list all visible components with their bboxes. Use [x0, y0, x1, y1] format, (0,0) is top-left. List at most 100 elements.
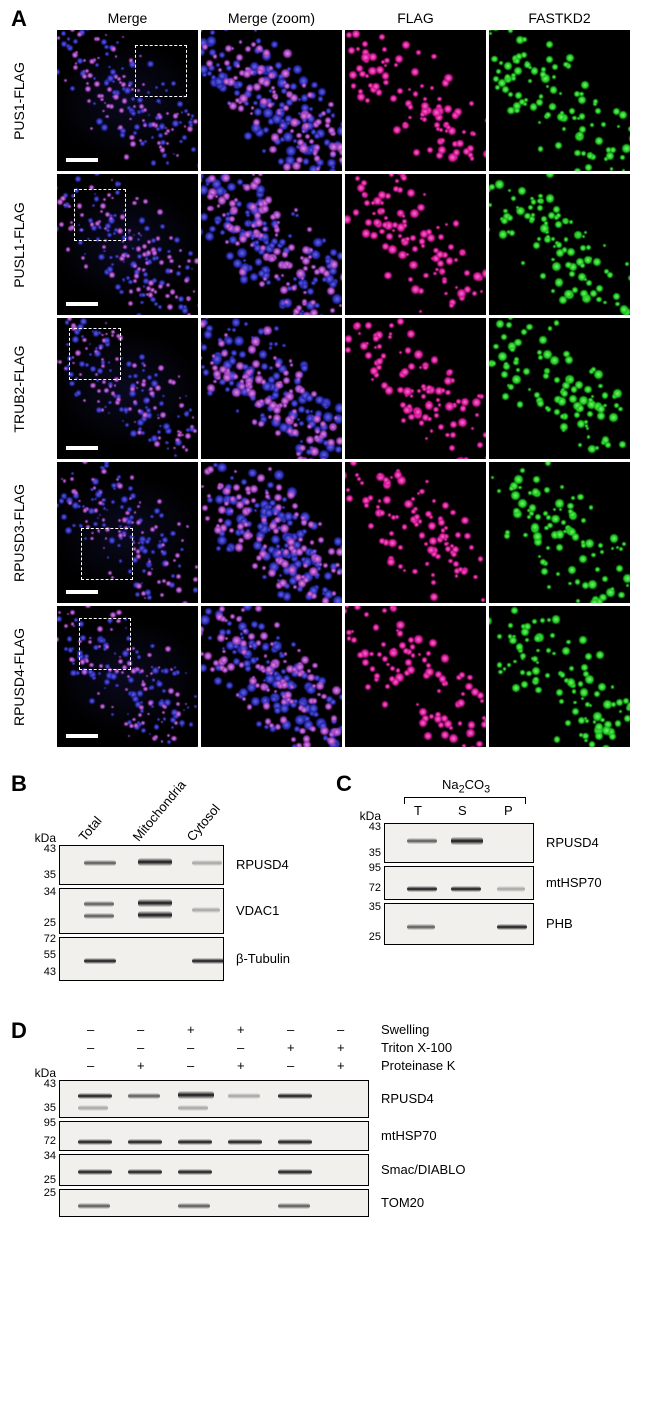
micrograph-zoom — [201, 462, 342, 603]
condition-symbol: – — [287, 1022, 294, 1037]
condition-symbol: – — [187, 1058, 194, 1073]
micrograph-fastkd2 — [489, 318, 630, 459]
kda-mark: 25 — [28, 917, 56, 929]
micrograph-fastkd2 — [489, 30, 630, 171]
blot-band — [407, 838, 437, 844]
kda-mark: 55 — [28, 949, 56, 961]
condition-symbol: + — [237, 1058, 245, 1073]
micrograph-fastkd2 — [489, 174, 630, 315]
blot-band — [84, 901, 114, 907]
kda-mark: 25 — [28, 1187, 56, 1199]
kda-mark: 35 — [28, 1102, 56, 1114]
blot-band — [178, 1139, 212, 1145]
micrograph-flag — [345, 462, 486, 603]
panel-a-grid: Merge Merge (zoom) FLAG FASTKD2 PUS1-FLA… — [57, 10, 635, 747]
zoom-box — [81, 528, 133, 580]
lane-header: Total — [76, 813, 105, 844]
western-blot — [384, 866, 534, 900]
blot-band — [192, 907, 220, 913]
blot-band — [192, 958, 224, 964]
blot-band — [178, 1203, 210, 1209]
panel-a-row: RPUSD4-FLAG — [57, 606, 635, 747]
blot-band — [228, 1139, 262, 1145]
protein-label: RPUSD4 — [236, 857, 289, 872]
kda-mark: 72 — [28, 933, 56, 945]
scale-bar — [66, 446, 98, 450]
condition-symbol: – — [187, 1040, 194, 1055]
panel-b: B TotalMitochondriaCytosolkDa4335RPUSD43… — [15, 775, 310, 990]
western-blot — [59, 845, 224, 885]
treatment-header: Na2CO3 — [442, 777, 490, 796]
lane-header: Cytosol — [184, 801, 223, 844]
zoom-box — [135, 45, 187, 97]
blot-band — [84, 913, 114, 919]
micrograph-merge — [57, 318, 198, 459]
panel-c-label: C — [336, 771, 352, 797]
panel-c: C Na2CO3TSPkDa4335RPUSD49572mtHSP703525P… — [340, 775, 635, 954]
protein-label: RPUSD4 — [381, 1091, 434, 1106]
kda-mark: 43 — [28, 1078, 56, 1090]
micrograph-flag — [345, 606, 486, 747]
blot-band — [84, 860, 116, 866]
scale-bar — [66, 302, 98, 306]
kda-mark: 72 — [28, 1135, 56, 1147]
micrograph-zoom — [201, 318, 342, 459]
kda-mark: 35 — [28, 869, 56, 881]
western-blot — [59, 888, 224, 934]
blot-band — [278, 1093, 312, 1099]
kda-mark: 43 — [353, 821, 381, 833]
western-blot — [384, 823, 534, 863]
panel-d-label: D — [11, 1018, 27, 1044]
panel-b-label: B — [11, 771, 27, 797]
blot-band — [192, 860, 222, 866]
panel-a-row: PUSL1-FLAG — [57, 174, 635, 315]
blot-band — [228, 1093, 260, 1099]
condition-symbol: – — [87, 1022, 94, 1037]
micrograph-flag — [345, 318, 486, 459]
western-blot — [59, 1080, 369, 1118]
condition-symbol: + — [287, 1040, 295, 1055]
blot-band — [278, 1139, 312, 1145]
condition-symbol: – — [137, 1022, 144, 1037]
condition-name: Swelling — [381, 1022, 429, 1037]
protein-label: Smac/DIABLO — [381, 1162, 466, 1177]
condition-name: Proteinase K — [381, 1058, 455, 1073]
micrograph-zoom — [201, 606, 342, 747]
blot-band — [407, 924, 435, 930]
blot-band — [278, 1203, 310, 1209]
micrograph-merge — [57, 30, 198, 171]
condition-symbol: – — [87, 1058, 94, 1073]
blot-band — [178, 1091, 214, 1099]
col-header: FASTKD2 — [489, 10, 630, 26]
micrograph-fastkd2 — [489, 462, 630, 603]
kda-mark: 35 — [353, 901, 381, 913]
condition-symbol: – — [137, 1040, 144, 1055]
protein-label: VDAC1 — [236, 903, 279, 918]
micrograph-zoom — [201, 174, 342, 315]
panel-a-row: PUS1-FLAG — [57, 30, 635, 171]
kda-mark: 43 — [28, 966, 56, 978]
blot-band — [178, 1105, 208, 1111]
protein-label: PHB — [546, 916, 573, 931]
protein-label: β-Tubulin — [236, 951, 290, 966]
protein-label: RPUSD4 — [546, 835, 599, 850]
lane-header: Mitochondria — [130, 777, 189, 844]
lane-header: S — [458, 803, 467, 818]
scale-bar — [66, 590, 98, 594]
blot-band — [78, 1169, 112, 1175]
micrograph-fastkd2 — [489, 606, 630, 747]
condition-symbol: + — [337, 1058, 345, 1073]
blot-band — [78, 1139, 112, 1145]
condition-symbol: + — [337, 1040, 345, 1055]
zoom-box — [69, 328, 121, 380]
blot-band — [497, 886, 525, 892]
col-header: Merge — [57, 10, 198, 26]
micrograph-merge — [57, 174, 198, 315]
kda-mark: 43 — [28, 843, 56, 855]
condition-symbol: + — [237, 1022, 245, 1037]
panel-a-col-headers: Merge Merge (zoom) FLAG FASTKD2 — [57, 10, 635, 26]
panel-a-label: A — [11, 6, 27, 32]
kda-mark: 25 — [28, 1174, 56, 1186]
blot-band — [407, 886, 437, 892]
protein-label: mtHSP70 — [381, 1128, 437, 1143]
